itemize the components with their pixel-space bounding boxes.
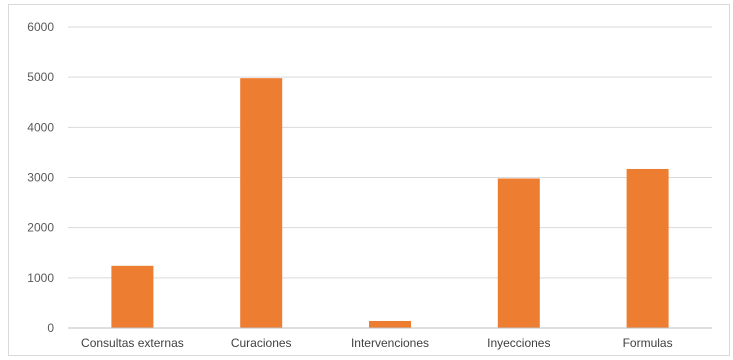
y-tick-label: 2000 (27, 221, 54, 235)
y-axis-ticks: 0 1000 2000 3000 4000 5000 6000 (27, 20, 54, 335)
bar (626, 168, 669, 328)
x-tick-label: Intervenciones (351, 336, 429, 350)
x-tick-label: Consultas externas (81, 336, 184, 350)
y-tick-label: 3000 (27, 171, 54, 185)
gridlines (68, 26, 712, 279)
x-tick-label: Curaciones (231, 336, 292, 350)
y-tick-label: 5000 (27, 70, 54, 84)
x-tick-label: Inyecciones (487, 336, 550, 350)
y-tick-label: 1000 (27, 271, 54, 285)
y-tick-label: 4000 (27, 120, 54, 134)
bar (111, 265, 154, 328)
x-axis-ticks: Consultas externas Curaciones Intervencion… (81, 336, 673, 350)
y-tick-label: 0 (47, 321, 54, 335)
y-tick-label: 6000 (27, 20, 54, 34)
bar (240, 78, 283, 328)
bar (369, 320, 411, 328)
bars (111, 78, 669, 328)
x-tick-label: Formulas (623, 336, 673, 350)
bar (497, 178, 540, 328)
